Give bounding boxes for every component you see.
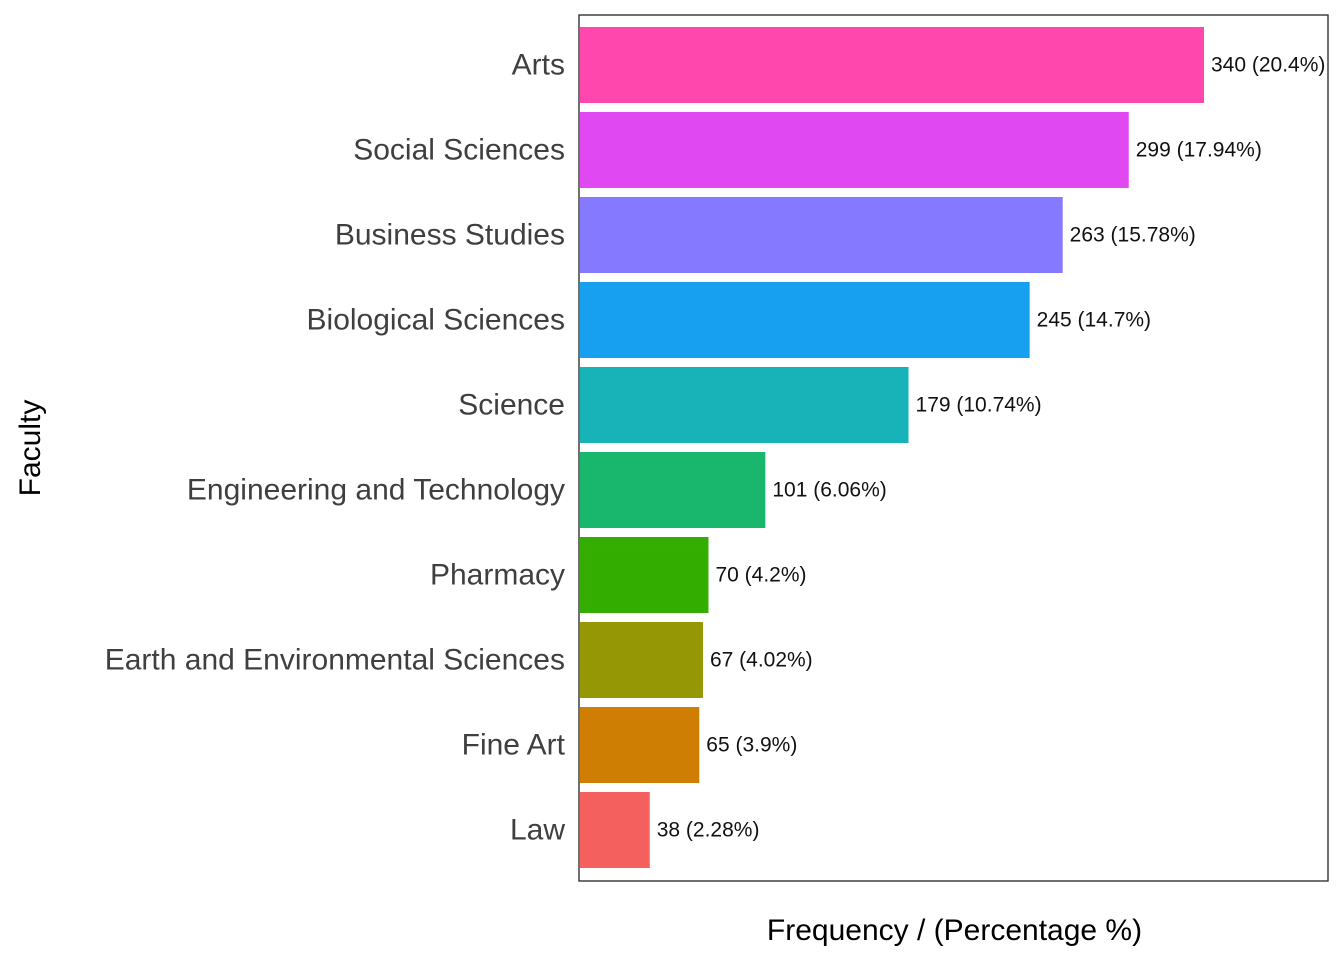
data-label-law: 38 (2.28%) xyxy=(657,819,760,842)
category-label-arts: Arts xyxy=(512,49,565,82)
data-labels-group: 340 (20.4%) 299 (17.94%) 263 (15.78%) 245 (… xyxy=(657,54,1326,842)
data-label-science: 179 (10.74%) xyxy=(916,394,1042,417)
x-axis-title: Frequency / (Percentage %) xyxy=(767,914,1142,947)
bars-group xyxy=(580,27,1204,868)
bar-pharmacy xyxy=(580,537,709,613)
bar-arts xyxy=(580,27,1204,103)
plot-panel-border xyxy=(578,14,1329,882)
bar-engineering-and-technology xyxy=(580,452,766,528)
bar-social-sciences xyxy=(580,112,1129,188)
data-label-biological-sciences: 245 (14.7%) xyxy=(1037,309,1151,332)
bar-earth-and-environmental-sciences xyxy=(580,622,703,698)
category-label-social-sciences: Social Sciences xyxy=(353,134,565,167)
bar-law xyxy=(580,792,650,868)
bar-science xyxy=(580,367,909,443)
category-label-law: Law xyxy=(510,814,565,847)
data-label-fine-art: 65 (3.9%) xyxy=(706,734,797,757)
category-label-science: Science xyxy=(458,389,565,422)
data-label-earth-and-environmental-sciences: 67 (4.02%) xyxy=(710,649,813,672)
data-label-arts: 340 (20.4%) xyxy=(1211,54,1325,77)
data-label-engineering-and-technology: 101 (6.06%) xyxy=(772,479,886,502)
data-label-business-studies: 263 (15.78%) xyxy=(1070,224,1196,247)
bar-fine-art xyxy=(580,707,700,783)
category-labels-group: Arts Social Sciences Business Studies Biolo… xyxy=(105,49,566,847)
category-label-fine-art: Fine Art xyxy=(462,729,566,762)
category-label-engineering-and-technology: Engineering and Technology xyxy=(187,474,565,507)
category-label-biological-sciences: Biological Sciences xyxy=(307,304,565,337)
y-axis-title: Faculty xyxy=(14,400,47,497)
data-label-pharmacy: 70 (4.2%) xyxy=(715,564,806,587)
bar-business-studies xyxy=(580,197,1063,273)
category-label-pharmacy: Pharmacy xyxy=(430,559,565,592)
category-label-earth-and-environmental-sciences: Earth and Environmental Sciences xyxy=(105,644,565,677)
category-label-business-studies: Business Studies xyxy=(335,219,565,252)
data-label-social-sciences: 299 (17.94%) xyxy=(1136,139,1262,162)
bar-biological-sciences xyxy=(580,282,1030,358)
